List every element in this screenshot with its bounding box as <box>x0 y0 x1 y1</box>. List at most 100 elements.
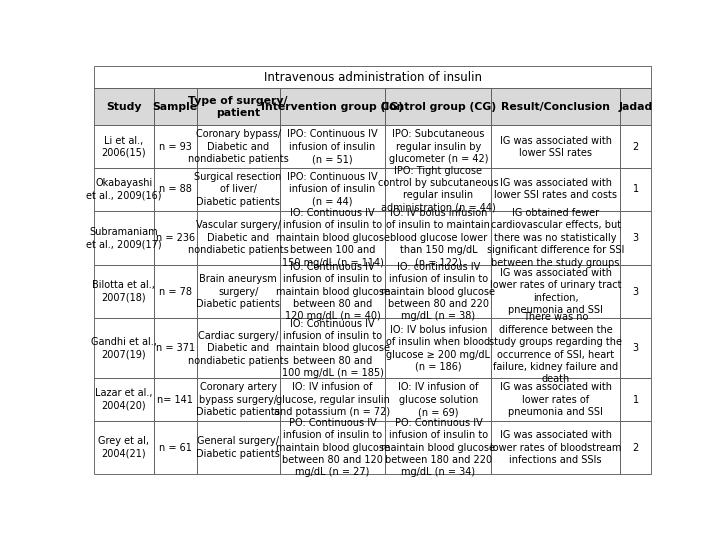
Text: IG was associated with
lower rates of bloodstream
infections and SSIs: IG was associated with lower rates of bl… <box>490 430 622 465</box>
Text: 2: 2 <box>632 442 639 453</box>
Bar <box>154 318 197 378</box>
Bar <box>280 421 385 474</box>
Text: Intravenous administration of insulin: Intravenous administration of insulin <box>264 71 481 84</box>
Bar <box>154 265 197 318</box>
Bar <box>385 125 491 168</box>
Text: Intervention group (IG): Intervention group (IG) <box>262 102 403 112</box>
Bar <box>94 265 154 318</box>
Text: Jadad: Jadad <box>619 102 653 112</box>
Text: IG was associated with
lower SSI rates and costs: IG was associated with lower SSI rates a… <box>494 178 617 201</box>
Bar <box>620 378 651 421</box>
Text: n = 371: n = 371 <box>156 343 195 353</box>
Bar <box>491 211 620 265</box>
Text: Grey et al,
2004(21): Grey et al, 2004(21) <box>98 437 149 458</box>
Bar <box>94 125 154 168</box>
Text: PO: Continuous IV
infusion of insulin to
maintain blood glucose
between 180 and : PO: Continuous IV infusion of insulin to… <box>382 418 495 477</box>
Text: IO: continuous IV
infusion of insulin to
maintain blood glucose
between 80 and 2: IO: continuous IV infusion of insulin to… <box>382 262 495 322</box>
Text: IPO: Continuous IV
infusion of insulin
(n = 44): IPO: Continuous IV infusion of insulin (… <box>287 172 378 207</box>
Bar <box>385 265 491 318</box>
Bar <box>94 211 154 265</box>
Text: Surgical resection
of liver/
Diabetic patients: Surgical resection of liver/ Diabetic pa… <box>194 172 282 207</box>
Text: IG was associated with
lower rates of urinary tract
infection,
pneumonia and SSI: IG was associated with lower rates of ur… <box>490 268 622 315</box>
Text: 3: 3 <box>632 287 639 297</box>
Text: IG was associated with
lower SSI rates: IG was associated with lower SSI rates <box>499 135 611 158</box>
Bar <box>94 421 154 474</box>
Bar <box>280 318 385 378</box>
Text: 1: 1 <box>632 184 639 194</box>
Bar <box>197 125 280 168</box>
Bar <box>385 88 491 125</box>
Text: n= 141: n= 141 <box>157 395 193 404</box>
Bar <box>197 88 280 125</box>
Bar <box>154 168 197 211</box>
Text: IO: IV bolus infusion
of insulin when blood
glucose ≥ 200 mg/dL
(n = 186): IO: IV bolus infusion of insulin when bl… <box>386 325 491 372</box>
Text: There was no
difference between the
study groups regarding the
occurrence of SSI: There was no difference between the stud… <box>489 312 622 384</box>
Bar <box>154 211 197 265</box>
Text: Subramaniam
et al., 2009(17): Subramaniam et al., 2009(17) <box>86 227 161 249</box>
Text: Type of surgery/
patient: Type of surgery/ patient <box>188 96 288 118</box>
Text: 1: 1 <box>632 395 639 404</box>
Bar <box>620 168 651 211</box>
Text: Sample: Sample <box>153 102 198 112</box>
Bar <box>620 265 651 318</box>
Bar <box>385 168 491 211</box>
Text: 3: 3 <box>632 233 639 243</box>
Bar <box>620 318 651 378</box>
Bar <box>154 378 197 421</box>
Bar <box>197 421 280 474</box>
Text: Okabayashi
et al., 2009(16): Okabayashi et al., 2009(16) <box>86 178 161 201</box>
Text: Bilotta et al.,
2007(18): Bilotta et al., 2007(18) <box>92 280 155 303</box>
Text: IO: Continuous IV
infusion of insulin to
maintain blood glucose
between 80 and
1: IO: Continuous IV infusion of insulin to… <box>276 262 390 322</box>
Bar <box>620 421 651 474</box>
Bar <box>620 88 651 125</box>
Bar <box>197 318 280 378</box>
Text: Gandhi et al.,
2007(19): Gandhi et al., 2007(19) <box>91 337 156 360</box>
Bar <box>94 66 651 88</box>
Bar <box>491 421 620 474</box>
Text: 2: 2 <box>632 142 639 152</box>
Text: IG obtained fewer
cardiovascular effects, but
there was no statistically
signifi: IG obtained fewer cardiovascular effects… <box>487 208 624 268</box>
Text: IO: IV bolus infusion
of insulin to maintain
blood glucose lower
than 150 mg/dL
: IO: IV bolus infusion of insulin to main… <box>387 208 490 268</box>
Bar <box>620 125 651 168</box>
Text: n = 61: n = 61 <box>158 442 192 453</box>
Bar <box>154 125 197 168</box>
Bar <box>491 318 620 378</box>
Bar <box>94 168 154 211</box>
Bar <box>280 378 385 421</box>
Text: Cardiac surgery/
Diabetic and
nondiabetic patients: Cardiac surgery/ Diabetic and nondiabeti… <box>188 331 289 366</box>
Bar <box>94 88 154 125</box>
Text: n = 236: n = 236 <box>156 233 195 243</box>
Bar <box>197 265 280 318</box>
Text: General surgery/
Diabetic patients: General surgery/ Diabetic patients <box>196 437 280 458</box>
Bar <box>491 125 620 168</box>
Bar <box>385 211 491 265</box>
Text: IPO: Continuous IV
infusion of insulin
(n = 51): IPO: Continuous IV infusion of insulin (… <box>287 129 378 164</box>
Text: Coronary artery
bypass surgery/
Diabetic patients: Coronary artery bypass surgery/ Diabetic… <box>196 382 280 417</box>
Text: Vascular surgery/
Diabetic and
nondiabetic patients: Vascular surgery/ Diabetic and nondiabet… <box>188 220 289 255</box>
Bar <box>280 265 385 318</box>
Text: IO: Continuous IV
infusion of insulin to
maintain blood glucose
between 80 and
1: IO: Continuous IV infusion of insulin to… <box>276 318 390 378</box>
Text: PO: Continuous IV
infusion of insulin to
maintain blood glucose
between 80 and 1: PO: Continuous IV infusion of insulin to… <box>276 418 390 477</box>
Bar <box>280 125 385 168</box>
Bar <box>94 378 154 421</box>
Text: n = 78: n = 78 <box>158 287 192 297</box>
Bar <box>154 88 197 125</box>
Bar <box>154 421 197 474</box>
Bar <box>197 378 280 421</box>
Bar <box>197 168 280 211</box>
Text: Brain aneurysm
surgery/
Diabetic patients: Brain aneurysm surgery/ Diabetic patient… <box>196 274 280 309</box>
Bar <box>280 88 385 125</box>
Bar <box>385 378 491 421</box>
Text: n = 93: n = 93 <box>158 142 192 152</box>
Bar <box>491 265 620 318</box>
Bar <box>620 211 651 265</box>
Text: Control group (CG): Control group (CG) <box>381 102 496 112</box>
Text: IO: IV infusion of
glucose solution
(n = 69): IO: IV infusion of glucose solution (n =… <box>398 382 478 417</box>
Text: IG was associated with
lower rates of
pneumonia and SSI: IG was associated with lower rates of pn… <box>499 382 611 417</box>
Text: IPO: Tight glucose
control by subcutaneous
regular insulin
administration (n = 4: IPO: Tight glucose control by subcutaneo… <box>378 166 499 213</box>
Text: n = 88: n = 88 <box>158 184 192 194</box>
Bar <box>491 168 620 211</box>
Text: Coronary bypass/
Diabetic and
nondiabetic patients: Coronary bypass/ Diabetic and nondiabeti… <box>188 129 289 164</box>
Text: IO: Continuous IV
infusion of insulin to
maintain blood glucose
between 100 and
: IO: Continuous IV infusion of insulin to… <box>276 208 390 268</box>
Bar <box>280 211 385 265</box>
